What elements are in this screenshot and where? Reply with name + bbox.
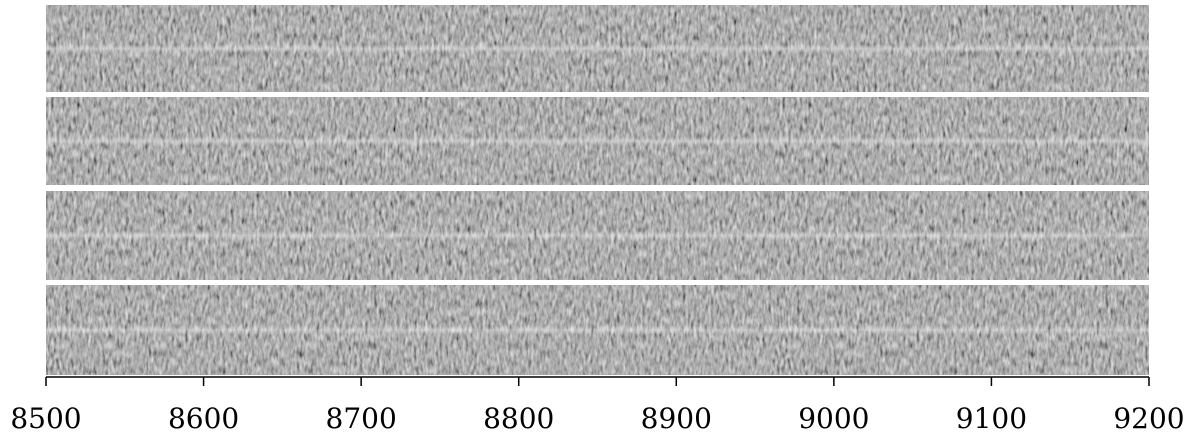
- panels: [46, 5, 1149, 375]
- panel-trace: [46, 285, 1149, 375]
- x-tick-label: 8900: [641, 402, 712, 435]
- x-tick-label: 8600: [168, 402, 239, 435]
- x-tick-label: 8800: [483, 402, 554, 435]
- panel-trace: [46, 191, 1149, 280]
- x-tick-label: 9000: [798, 402, 869, 435]
- x-tick-label: 8500: [10, 402, 81, 435]
- x-tick-label: 8700: [326, 402, 397, 435]
- x-tick-label: 9200: [1113, 402, 1184, 435]
- panel-trace: [46, 97, 1149, 185]
- x-tick-label: 9100: [956, 402, 1027, 435]
- panel-trace: [46, 5, 1149, 92]
